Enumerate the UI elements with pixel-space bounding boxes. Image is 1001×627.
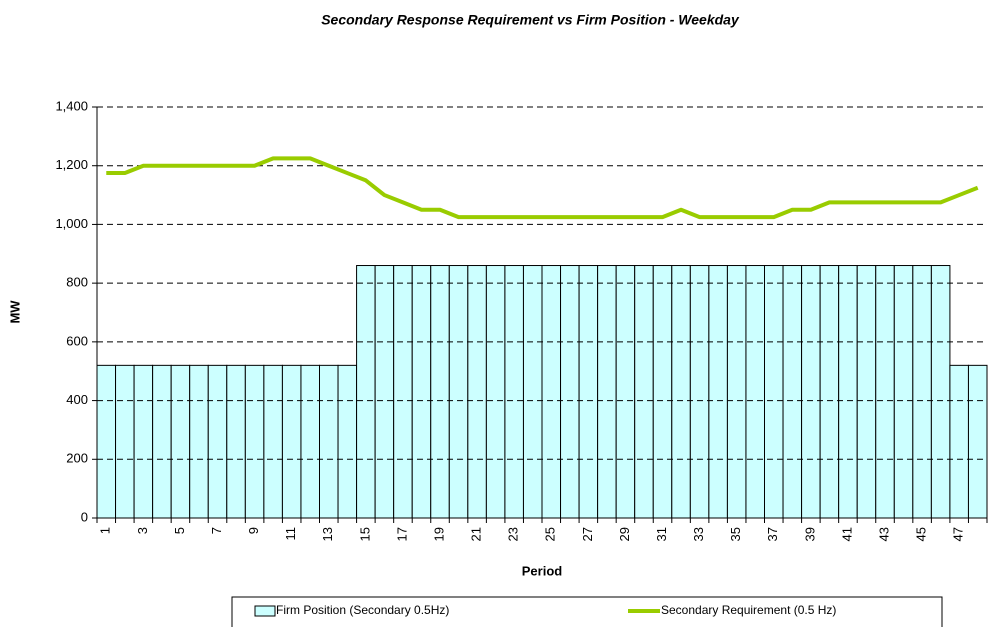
bar: [448, 265, 469, 519]
x-tick-label: 39: [802, 527, 817, 541]
bar: [356, 265, 376, 519]
bar: [244, 364, 265, 519]
bar: [207, 364, 228, 519]
x-tick-label: 37: [765, 527, 780, 541]
bar: [152, 364, 172, 519]
bar: [689, 265, 710, 519]
y-tick-label: 1,200: [55, 157, 88, 172]
y-tick-label: 0: [81, 509, 88, 524]
bar: [226, 364, 246, 519]
bar: [708, 265, 728, 519]
bar: [485, 265, 506, 519]
x-tick-label: 47: [951, 527, 966, 541]
x-tick-label: 15: [357, 527, 372, 541]
bar: [96, 364, 117, 519]
x-tick-label: 25: [543, 527, 558, 541]
x-tick-label: 35: [728, 527, 743, 541]
legend: [231, 596, 943, 627]
x-tick-label: 9: [246, 527, 261, 534]
line-series: [106, 156, 979, 220]
x-tick-label: 1: [98, 527, 113, 534]
bar: [578, 265, 599, 519]
chart-title: Secondary Response Requirement vs Firm P…: [321, 12, 740, 28]
bar: [504, 265, 524, 519]
bar: [189, 364, 209, 519]
bar: [133, 364, 154, 519]
legend-swatch: [254, 605, 276, 617]
bar: [875, 265, 895, 519]
bar: [782, 265, 803, 519]
bar: [912, 265, 932, 519]
bar: [838, 265, 858, 519]
bar: [745, 265, 765, 519]
x-tick-label: 19: [431, 527, 446, 541]
y-axis-label: MW: [7, 300, 22, 324]
y-tick-label: 1,000: [55, 216, 88, 231]
x-tick-label: 17: [394, 527, 409, 541]
y-tick-label: 400: [66, 392, 88, 407]
bar: [430, 265, 450, 519]
bar: [374, 265, 395, 519]
bar: [281, 364, 302, 519]
x-axis-label: Period: [522, 563, 563, 578]
bar: [856, 265, 877, 519]
legend-label: Firm Position (Secondary 0.5Hz): [276, 603, 449, 617]
bar: [300, 364, 321, 519]
bar: [411, 265, 432, 519]
bar: [671, 265, 691, 519]
y-tick-label: 200: [66, 451, 88, 466]
bar: [726, 265, 747, 519]
x-tick-label: 45: [914, 527, 929, 541]
bar: [819, 265, 840, 519]
x-tick-label: 23: [506, 527, 521, 541]
bar: [393, 265, 413, 519]
bar: [893, 265, 914, 519]
x-tick-label: 21: [469, 527, 484, 541]
bar: [467, 265, 487, 519]
x-tick-label: 27: [580, 527, 595, 541]
bar: [115, 364, 135, 519]
x-tick-label: 31: [654, 527, 669, 541]
legend-label: Secondary Requirement (0.5 Hz): [661, 603, 836, 617]
y-tick-label: 800: [66, 275, 88, 290]
x-tick-label: 41: [839, 527, 854, 541]
x-tick-label: 7: [209, 527, 224, 534]
bar: [319, 364, 339, 519]
bar: [652, 265, 673, 519]
bar: [634, 265, 654, 519]
y-tick-label: 600: [66, 333, 88, 348]
x-tick-label: 13: [320, 527, 335, 541]
x-tick-label: 3: [135, 527, 150, 534]
bar: [764, 265, 784, 519]
bar: [597, 265, 617, 519]
bar: [337, 364, 358, 519]
bar: [615, 265, 636, 519]
bar: [930, 265, 951, 519]
bar: [801, 265, 821, 519]
x-tick-label: 29: [617, 527, 632, 541]
x-tick-label: 43: [876, 527, 891, 541]
bar: [560, 265, 580, 519]
y-tick-label: 1,400: [55, 98, 88, 113]
bar: [541, 265, 562, 519]
bar: [170, 364, 191, 519]
x-tick-label: 33: [691, 527, 706, 541]
bar: [522, 265, 543, 519]
bar: [263, 364, 283, 519]
bar: [949, 364, 969, 519]
x-tick-label: 5: [172, 527, 187, 534]
x-tick-label: 11: [283, 527, 298, 541]
bar: [967, 364, 988, 519]
